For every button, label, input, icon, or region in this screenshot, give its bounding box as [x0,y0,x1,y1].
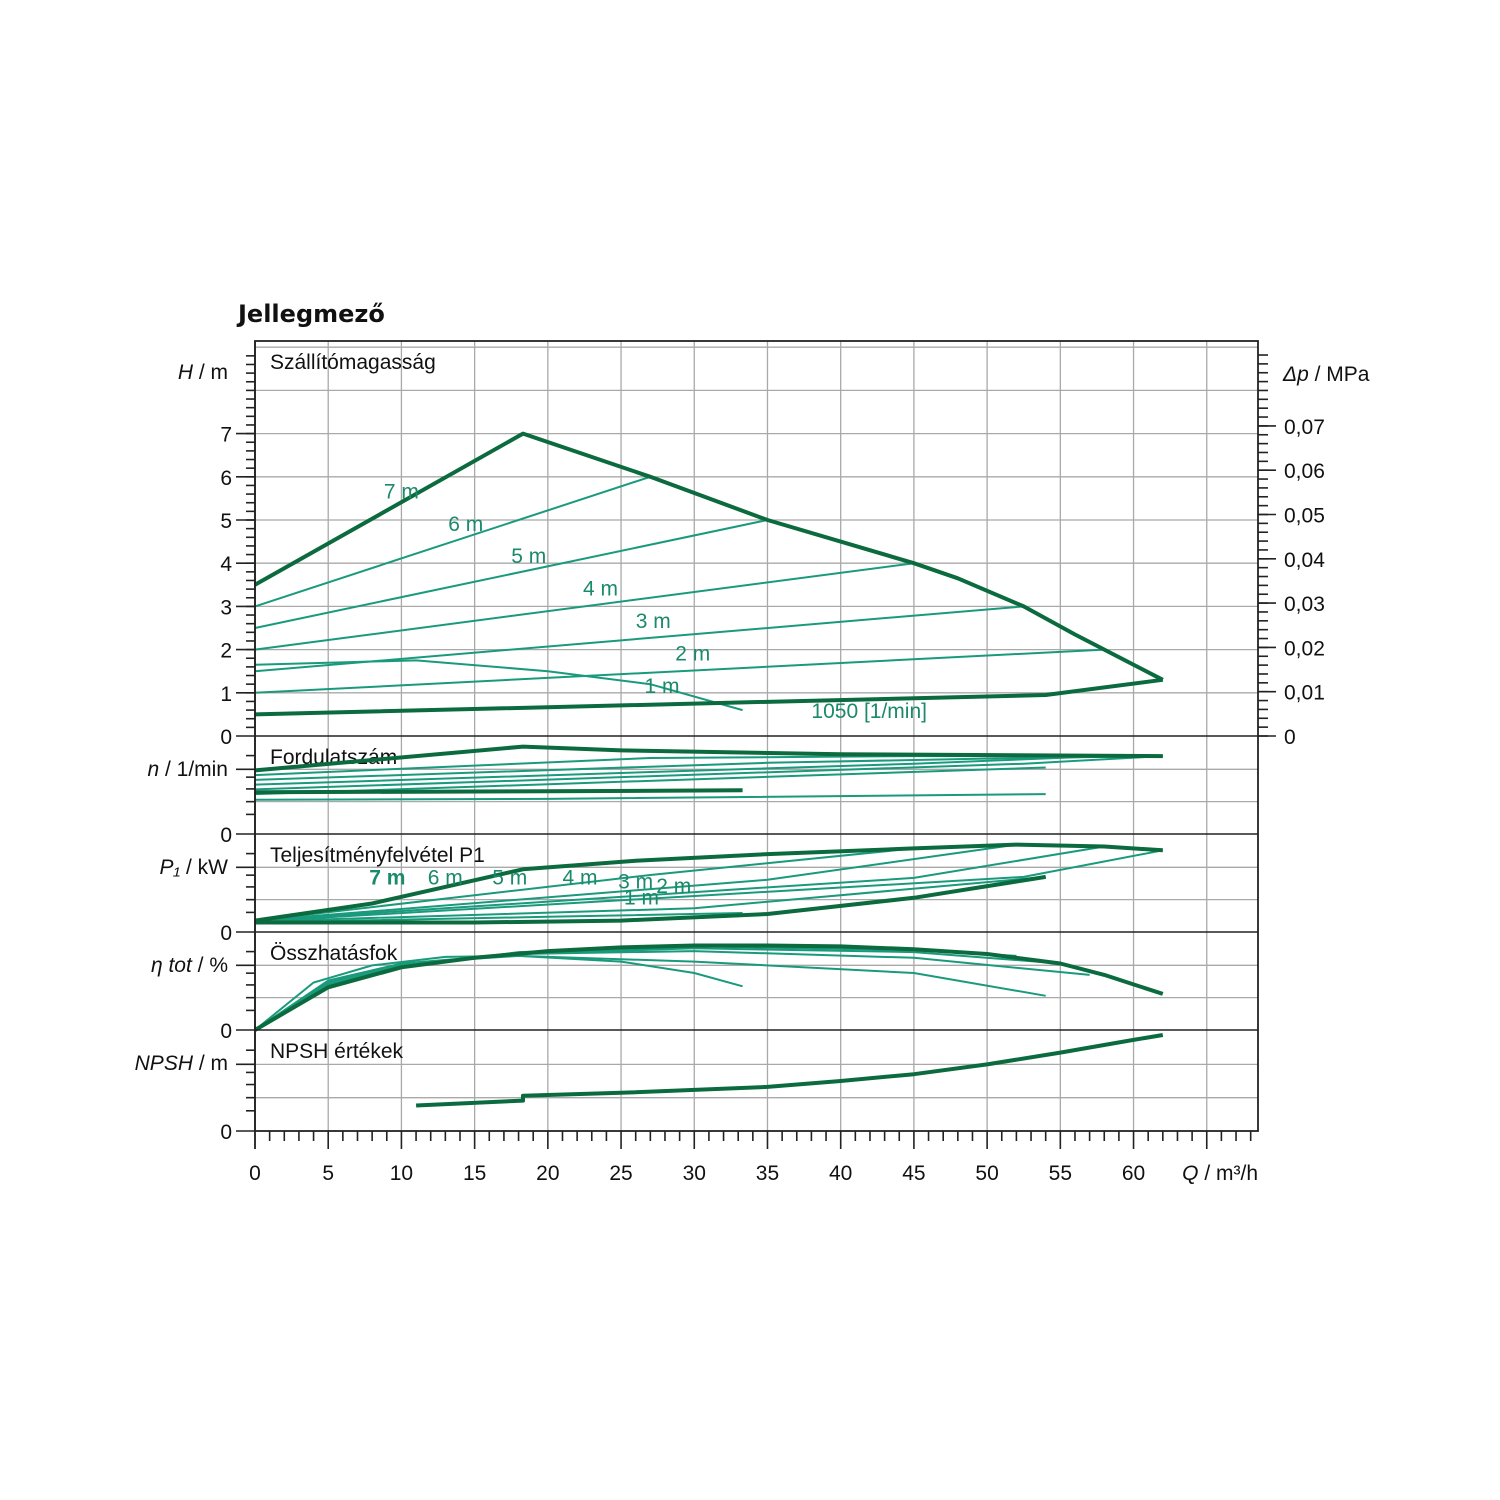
y-axis-label-speed: n / 1/min [147,758,228,781]
curve-label: 4 m [562,867,597,890]
curve-speed-5 [254,793,1046,801]
panel-title-efficiency: Összhatásfok [270,942,398,965]
curve-label: 1 m [624,886,659,909]
x-tick-label: 20 [536,1162,559,1185]
curve-label: 3 m [618,870,653,893]
panel-npsh: NPSH értékek NPSH / m 0 [135,1033,1164,1144]
right-tick-label: 0,03 [1284,593,1325,616]
y-tick-label: 0 [220,1020,232,1043]
curve-bold-head-max [254,431,1164,682]
curve-label: 1050 [1/min] [811,700,927,723]
panel-speed: Fordulatszám n / 1/min 0 [147,744,1163,847]
right-tick-label: 0,01 [1284,682,1325,705]
curve-bold-power-min [255,874,1047,925]
curve-label: 7 m [384,480,419,503]
x-tick-label: 50 [975,1162,998,1185]
curve-head-6 [254,659,743,712]
curve-label: 2 m [656,875,691,898]
curve-label: 1 m [644,675,679,698]
panel-title-power: Teljesítményfelvétel P1 [270,844,485,867]
curve-label: 6 m [448,513,483,536]
curve-power-1 [254,843,1017,922]
curve-bold-efficiency-max [253,943,1164,1032]
x-tick-label: 60 [1122,1162,1145,1185]
y-tick-label: 0 [220,726,232,749]
panel-title-npsh: NPSH értékek [270,1040,404,1063]
x-tick-label: 40 [829,1162,852,1185]
curve-label: 2 m [675,642,710,665]
x-axis-label: Q / m³/h [1182,1162,1258,1185]
page-title: Jellegmező [238,300,385,328]
curve-label: 5 m [511,545,546,568]
x-tick-label: 35 [756,1162,779,1185]
y-tick-label: 1 [220,683,232,706]
curve-head-5 [254,648,1105,694]
x-tick-label: 45 [902,1162,925,1185]
curve-head-2 [254,519,768,629]
curve-speed-4 [254,766,1046,796]
x-axis: 0 5 10 15 20 25 30 35 40 45 50 55 60 Q / m³/h [249,1131,1258,1185]
curve-bold-npsh-npsh [416,1033,1164,1108]
right-tick-label: 0,02 [1284,637,1325,660]
curve-power-3 [254,849,1163,923]
y-tick-label: 4 [220,553,232,576]
curve-head-1 [254,475,651,608]
curve-bold-power-max [254,842,1163,923]
y-axis-label-npsh: NPSH / m [135,1052,228,1075]
x-tick-label: 5 [322,1162,334,1185]
right-tick-label: 0,07 [1284,416,1325,439]
curve-label: 7 m [369,867,405,890]
curve-power-2 [254,845,1105,922]
right-axis-label: Δp / MPa [1282,363,1370,386]
x-tick-label: 10 [390,1162,413,1185]
panel-title-speed: Fordulatszám [270,746,397,769]
curve-bold-speed-max [254,744,1163,773]
y-tick-label: 2 [220,640,232,663]
y-tick-label: 3 [220,596,232,619]
y-tick-label: 5 [220,510,232,533]
curve-label: 4 m [583,578,618,601]
curve-label: 6 m [428,867,463,890]
curve-speed-3 [254,755,1163,791]
right-tick-label: 0,06 [1284,460,1325,483]
right-tick-label: 0,05 [1284,505,1325,528]
right-tick-label: 0,04 [1284,549,1325,572]
y-axis-label-power: P₁ / kW [160,856,229,879]
x-tick-label: 55 [1049,1162,1072,1185]
panel-power: Teljesítményfelvétel P1 P₁ / kW 0 7 m 6 m 5 m… [160,842,1163,945]
curve-bold-speed-min [254,788,743,795]
x-tick-label: 30 [683,1162,706,1185]
curve-efficiency-1 [254,954,1046,1031]
panel-head: Szállítómagasság H / m 0 1 2 3 4 5 6 7 Δp / MPa 0 0,… [178,351,1370,749]
curve-bold-head-min [254,677,1164,717]
y-tick-label: 0 [220,922,232,945]
curve-power-0 [254,847,915,922]
y-tick-label: 0 [220,824,232,847]
curve-head-3 [254,562,915,651]
curve-label: 3 m [636,610,671,633]
y-tick-label: 0 [220,1121,232,1144]
x-tick-label: 15 [463,1162,486,1185]
y-axis-label-head: H / m [178,361,228,384]
right-tick-label: 0 [1284,726,1296,749]
y-axis-label-efficiency: η tot / % [151,954,228,977]
y-tick-label: 6 [220,467,232,490]
x-tick-label: 25 [609,1162,632,1185]
panel-title-head: Szállítómagasság [270,351,436,374]
curve-speed-2 [254,755,1105,786]
curve-power-4 [254,875,1046,923]
x-tick-label: 0 [249,1162,261,1185]
panel-efficiency: Összhatásfok η tot / % 0 [151,942,1164,1043]
curve-label: 5 m [492,867,527,890]
y-tick-label: 7 [220,424,232,447]
